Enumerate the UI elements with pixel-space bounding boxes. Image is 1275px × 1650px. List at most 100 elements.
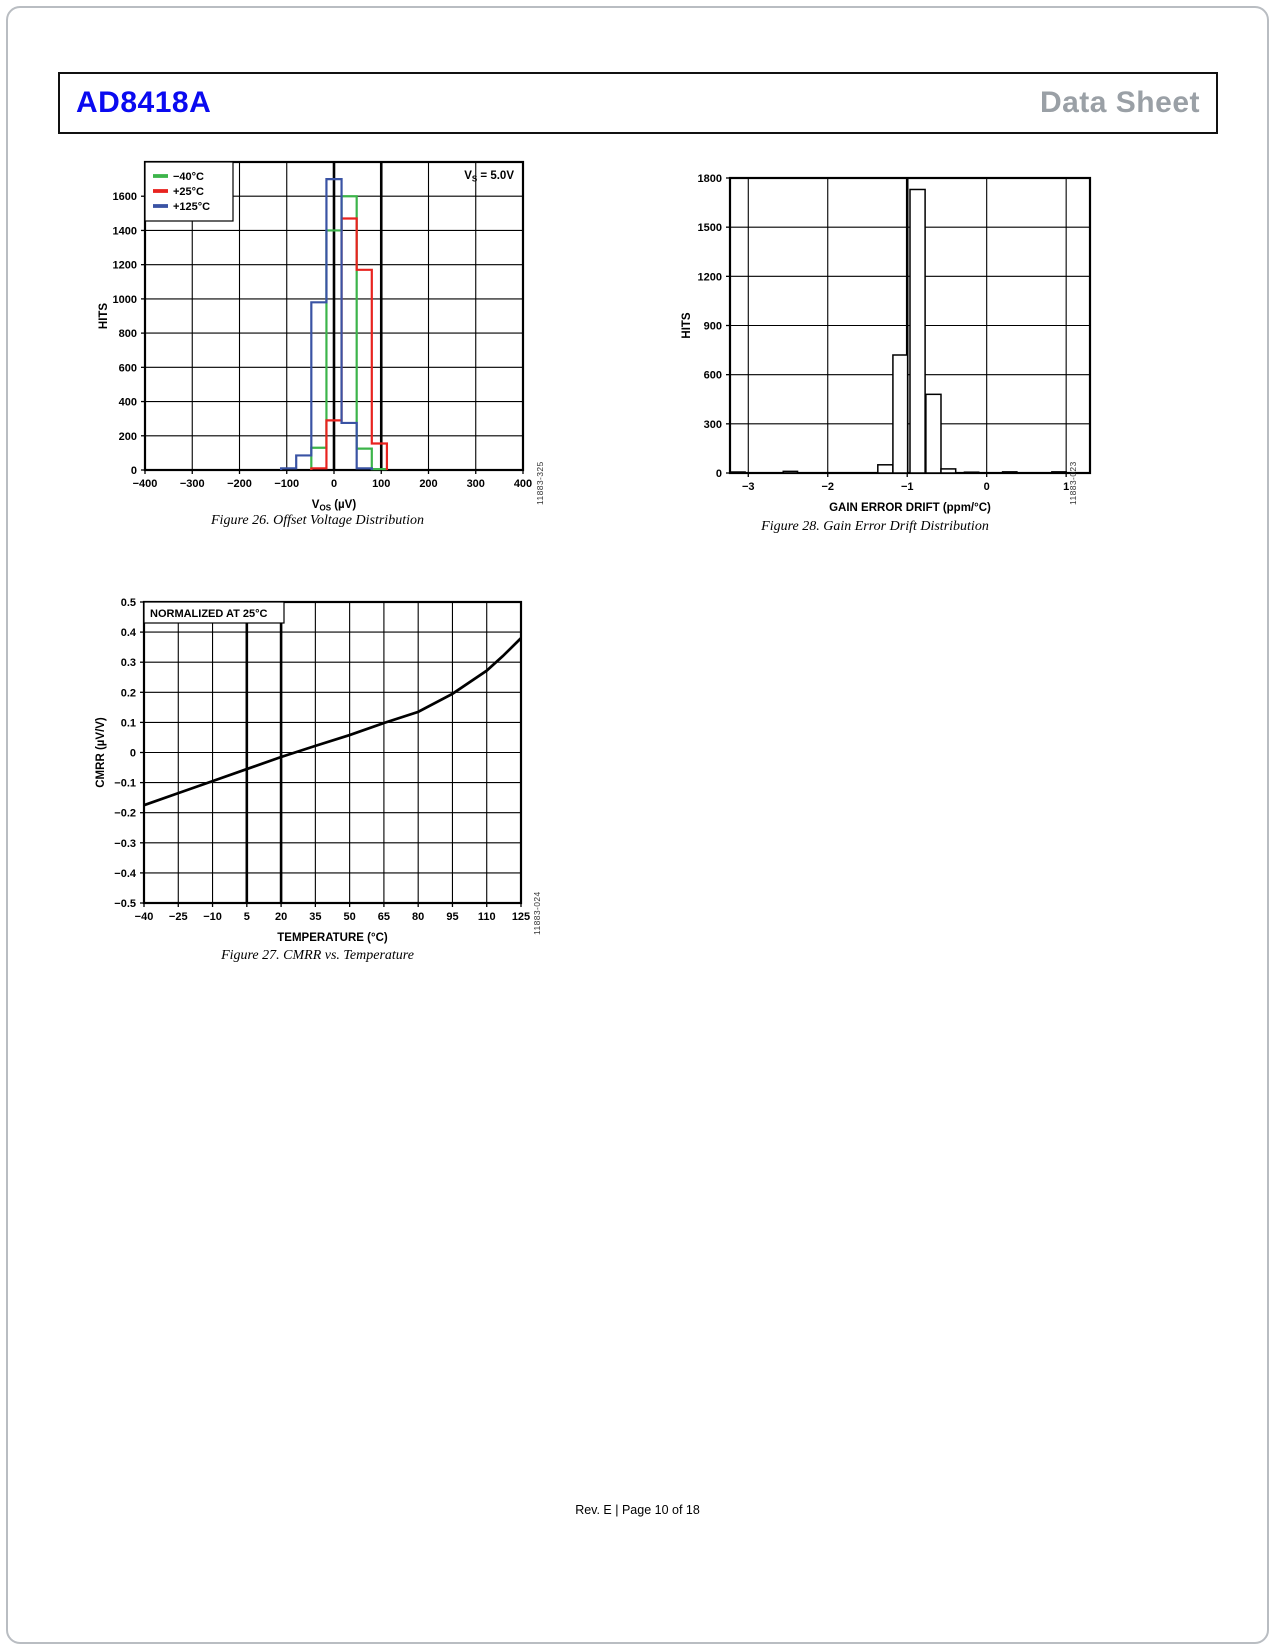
hist-bar — [782, 470, 799, 474]
legend: −40°C +25°C +125°C — [144, 161, 234, 222]
y-axis-label: HITS — [98, 303, 110, 330]
svg-text:−1: −1 — [901, 481, 914, 493]
svg-text:400: 400 — [119, 397, 137, 409]
svg-text:100: 100 — [372, 478, 390, 490]
svg-text:−0.3: −0.3 — [114, 838, 136, 850]
svg-text:0.3: 0.3 — [121, 657, 136, 669]
legend-label: +25°C — [173, 186, 204, 198]
svg-text:−0.5: −0.5 — [114, 898, 136, 910]
header: AD8418A Data Sheet — [58, 72, 1218, 134]
hist-bar — [963, 471, 980, 474]
figure-27-code: 11883-024 — [532, 891, 542, 935]
svg-text:1800: 1800 — [698, 173, 722, 185]
svg-text:−25: −25 — [169, 911, 188, 923]
svg-text:−3: −3 — [742, 481, 755, 493]
svg-text:800: 800 — [119, 328, 137, 340]
footer-text: Rev. E | Page 10 of 18 — [575, 1503, 700, 1517]
y-axis-label: HITS — [681, 312, 693, 339]
svg-text:1500: 1500 — [698, 222, 722, 234]
svg-text:80: 80 — [412, 911, 424, 923]
svg-text:200: 200 — [119, 431, 137, 443]
series-+125°C — [279, 178, 373, 470]
svg-text:20: 20 — [275, 911, 287, 923]
svg-text:0: 0 — [130, 748, 136, 760]
svg-text:50: 50 — [344, 911, 356, 923]
hist-bar — [909, 188, 926, 474]
legend-label: −40°C — [173, 171, 204, 183]
svg-text:900: 900 — [704, 321, 722, 333]
hist-bar — [877, 464, 894, 474]
figure-28-caption: Figure 28. Gain Error Drift Distribution — [761, 519, 989, 534]
tick-labels: −40 −25 −10 5 20 35 50 65 80 95 110 125 0.5 0.4 0.3 0.2… — [114, 597, 530, 923]
cmrr-curve — [143, 637, 522, 807]
grid — [143, 601, 522, 904]
svg-text:−100: −100 — [274, 478, 299, 490]
hist-bar — [730, 471, 746, 474]
hist-bar — [940, 468, 957, 474]
svg-text:1200: 1200 — [113, 260, 137, 272]
svg-text:1400: 1400 — [113, 225, 137, 237]
svg-text:1600: 1600 — [113, 191, 137, 203]
svg-text:600: 600 — [704, 370, 722, 382]
x-axis-label: VOS (µV) — [312, 499, 357, 513]
histogram-bars — [730, 188, 1067, 474]
svg-text:0: 0 — [716, 468, 722, 480]
supply-annotation: VS = 5.0V — [464, 170, 514, 184]
doc-type-label: Data Sheet — [1039, 86, 1200, 119]
svg-text:NORMALIZED AT 25°C: NORMALIZED AT 25°C — [150, 608, 268, 620]
svg-text:1000: 1000 — [113, 294, 137, 306]
hist-bar — [892, 354, 909, 474]
part-number: AD8418A — [76, 86, 212, 119]
svg-text:0: 0 — [331, 478, 337, 490]
svg-text:−0.1: −0.1 — [114, 778, 136, 790]
svg-text:1: 1 — [1063, 481, 1069, 493]
svg-text:300: 300 — [704, 419, 722, 431]
svg-text:110: 110 — [478, 911, 496, 923]
svg-text:1200: 1200 — [698, 271, 722, 283]
figure-28-code: 11883-023 — [1068, 461, 1078, 505]
svg-text:35: 35 — [309, 911, 321, 923]
figure-26-code: 11883-325 — [535, 461, 545, 505]
svg-text:5: 5 — [244, 911, 250, 923]
svg-text:−0.4: −0.4 — [114, 868, 137, 880]
svg-text:200: 200 — [419, 478, 437, 490]
histogram-series — [279, 178, 389, 471]
svg-text:600: 600 — [119, 362, 137, 374]
svg-text:0: 0 — [984, 481, 990, 493]
svg-text:400: 400 — [514, 478, 532, 490]
legend-label: +125°C — [173, 201, 210, 213]
figure-28-chart: −3 −2 −1 0 1 0 300 600 900 1200 1500 1800 GAIN ERROR… — [681, 173, 1092, 514]
tick-labels: −3 −2 −1 0 1 0 300 600 900 1200 1500 1800 — [698, 173, 1070, 493]
svg-text:0.5: 0.5 — [121, 597, 136, 609]
svg-text:0.1: 0.1 — [121, 717, 136, 729]
svg-text:−0.2: −0.2 — [114, 808, 136, 820]
figure-26-caption: Figure 26. Offset Voltage Distribution — [211, 513, 424, 528]
hist-bar — [925, 393, 942, 474]
figure-27-caption: Figure 27. CMRR vs. Temperature — [221, 948, 414, 963]
svg-text:0: 0 — [131, 465, 137, 477]
tick-labels: −400 −300 −200 −100 0 100 200 300 400 0 200 400 600 8… — [113, 191, 533, 490]
figure-27: −40 −25 −10 5 20 35 50 65 80 95 110 125 0.5 0.4 0.3 0.2… — [95, 560, 540, 952]
svg-text:−400: −400 — [133, 478, 158, 490]
x-axis-label: TEMPERATURE (°C) — [277, 932, 388, 944]
svg-text:300: 300 — [467, 478, 485, 490]
svg-text:−2: −2 — [821, 481, 834, 493]
svg-text:−40: −40 — [135, 911, 154, 923]
svg-text:65: 65 — [378, 911, 390, 923]
svg-text:0.4: 0.4 — [121, 627, 137, 639]
svg-text:−300: −300 — [180, 478, 205, 490]
svg-text:−10: −10 — [203, 911, 222, 923]
y-axis-label: CMRR (µV/V) — [95, 717, 107, 788]
figure-28: −3 −2 −1 0 1 0 300 600 900 1200 1500 1800 GAIN ERROR… — [640, 150, 1110, 520]
series-+25°C — [310, 217, 389, 470]
svg-text:0.2: 0.2 — [121, 687, 136, 699]
figure-27-chart: −40 −25 −10 5 20 35 50 65 80 95 110 125 0.5 0.4 0.3 0.2… — [95, 597, 530, 944]
hist-bar — [1001, 471, 1018, 474]
svg-text:−200: −200 — [227, 478, 252, 490]
svg-text:125: 125 — [512, 911, 530, 923]
figure-26: −400 −300 −200 −100 0 100 200 300 400 0 200 400 600 8… — [95, 150, 540, 516]
series-−40°C — [310, 195, 389, 471]
normalized-annotation-box: NORMALIZED AT 25°C — [143, 601, 285, 624]
hist-bar — [1051, 471, 1067, 474]
